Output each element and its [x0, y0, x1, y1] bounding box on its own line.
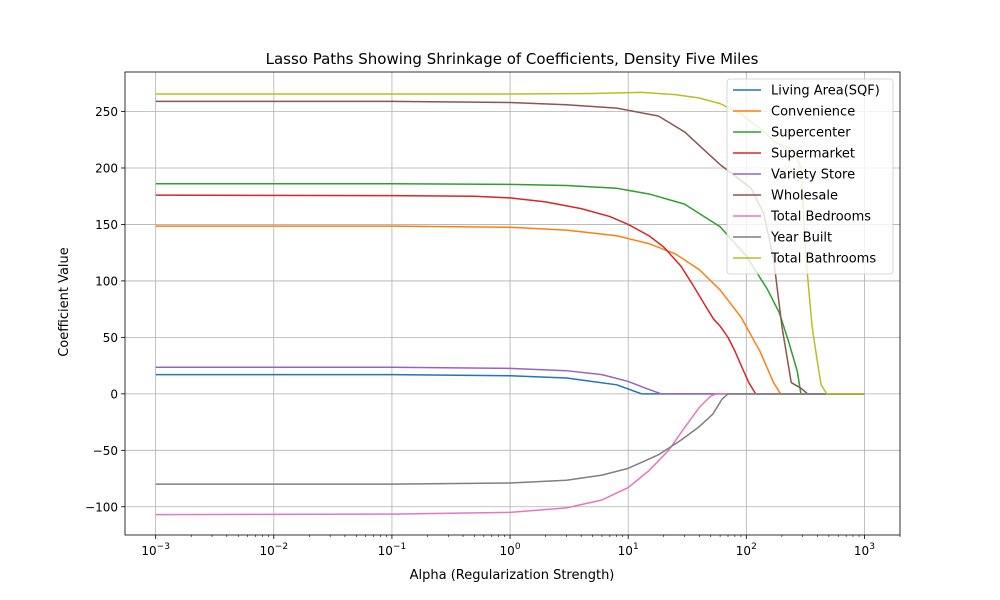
y-tick-label: 250 — [95, 105, 118, 119]
legend-label: Variety Store — [771, 168, 855, 183]
legend-label: Supermarket — [771, 147, 855, 162]
y-axis-label: Coefficient Value — [57, 247, 72, 357]
legend-label: Year Built — [770, 231, 832, 246]
series-line — [155, 393, 865, 516]
plot-frame — [124, 71, 901, 536]
series-line — [155, 194, 865, 395]
x-tick-label: 102 — [736, 542, 757, 558]
y-tick-label: 50 — [103, 331, 118, 345]
y-tick-label: 150 — [95, 218, 118, 232]
x-tick-label: 100 — [500, 542, 521, 558]
axis-layer: 10−3 10−2 10−1 100 101 102 103 −100 −50 0 50 100 150… — [85, 71, 901, 558]
y-tick-label: −50 — [93, 444, 118, 458]
legend-label: Wholesale — [771, 189, 838, 204]
x-tick-label: 10−1 — [378, 542, 407, 558]
legend-box — [726, 78, 894, 275]
legend-label: Convenience — [771, 105, 855, 120]
x-axis-label: Alpha (Regularization Strength) — [410, 568, 615, 583]
y-tick-label: 100 — [95, 274, 118, 288]
legend-label: Supercenter — [771, 126, 851, 141]
y-tick-label: −100 — [85, 500, 118, 514]
series-line — [155, 393, 865, 485]
legend-label: Living Area(SQF) — [771, 84, 880, 99]
x-tick-label: 101 — [618, 542, 639, 558]
legend: Living Area(SQF) Convenience Supercenter Su… — [726, 78, 894, 275]
x-tick-label: 103 — [854, 542, 875, 558]
y-tick-label: 0 — [110, 387, 118, 401]
chart-title: Lasso Paths Showing Shrinkage of Coeffic… — [266, 50, 759, 68]
x-tick-label: 10−3 — [141, 542, 170, 558]
y-tick-label: 200 — [95, 161, 118, 175]
series-line — [155, 183, 865, 395]
x-tick-label: 10−2 — [260, 542, 289, 558]
series-line — [155, 225, 865, 395]
legend-label: Total Bathrooms — [770, 252, 876, 267]
legend-label: Total Bedrooms — [770, 210, 871, 225]
series-line — [155, 366, 865, 395]
series-line — [155, 373, 865, 395]
